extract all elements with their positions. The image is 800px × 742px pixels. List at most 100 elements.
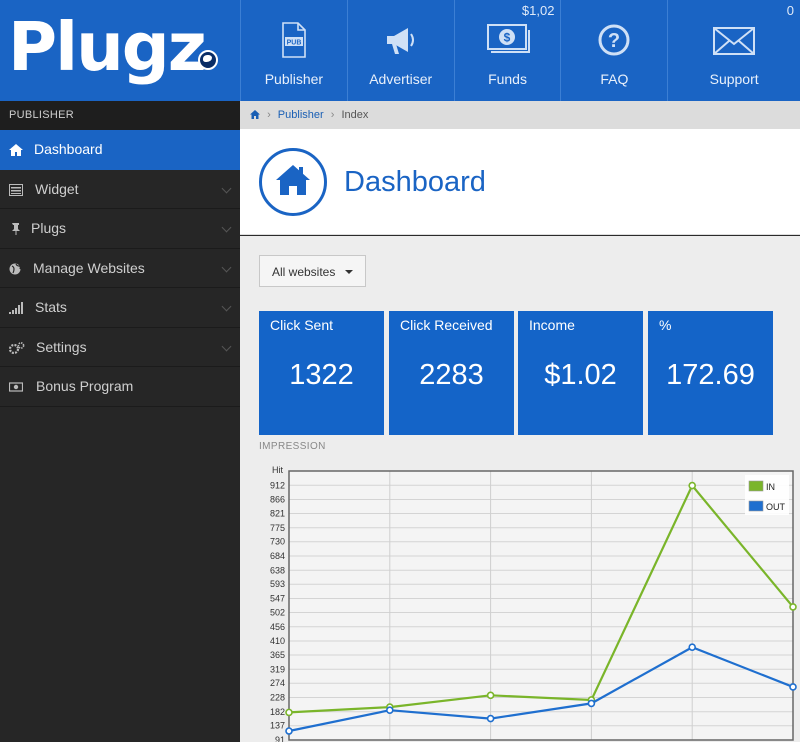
logo-globe-icon [198, 50, 218, 70]
data-point-in [789, 603, 797, 611]
megaphone-icon [383, 22, 419, 63]
y-tick-label: 821 [270, 509, 285, 519]
sidebar-item-label: Plugs [31, 220, 67, 236]
y-tick-label: 547 [270, 594, 285, 604]
home-icon [9, 143, 23, 156]
impression-chart-svg: 912 866 821 775 730 684 638 593 547 502 456 410 365 3… [270, 465, 797, 742]
nav-funds[interactable]: $1,02 $ Funds [453, 0, 561, 101]
breadcrumb-index: Index [341, 109, 369, 121]
sidebar-item-stats[interactable]: Stats [0, 288, 240, 328]
sidebar-item-settings[interactable]: Settings [0, 328, 240, 367]
stat-label: Click Received [400, 317, 493, 333]
stat-value: $1.02 [544, 359, 617, 391]
page-title: Dashboard [344, 166, 486, 198]
sidebar-heading: PUBLISHER [0, 101, 240, 130]
y-tick-label: 319 [270, 664, 285, 674]
svg-text:$: $ [503, 31, 510, 45]
website-filter-dropdown[interactable]: All websites [259, 255, 366, 287]
impression-chart: 912 866 821 775 730 684 638 593 547 502 456 410 365 3… [259, 455, 800, 742]
breadcrumb-publisher[interactable]: Publisher [277, 109, 324, 121]
chevron-right-icon: › [267, 109, 271, 121]
nav-support[interactable]: 0 Support [667, 0, 800, 101]
stat-tile-click-received: Click Received 2283 [389, 311, 514, 435]
y-tick-label: 502 [270, 607, 285, 617]
top-nav: PUB Publisher Advertiser $1,02 $ Funds ?… [240, 0, 800, 101]
chevron-right-icon: › [330, 109, 335, 121]
sidebar-item-dashboard[interactable]: Dashboard [0, 130, 240, 170]
sidebar-item-widget[interactable]: Widget [0, 170, 240, 209]
cash-icon [8, 380, 24, 392]
pub-document-icon: PUB [281, 22, 307, 63]
sidebar-item-bonus-program[interactable]: Bonus Program [0, 367, 240, 407]
y-tick-label: 137 [270, 721, 285, 731]
title-panel: Dashboard [240, 129, 800, 235]
nav-faq[interactable]: ? FAQ [560, 0, 667, 101]
series-line-in [288, 483, 794, 714]
sidebar: PUBLISHER Dashboard Widget Plugs Manage … [0, 101, 240, 742]
envelope-icon [712, 22, 756, 63]
data-point-out [486, 714, 495, 723]
dropdown-selected: All websites [272, 265, 336, 279]
nav-label: Publisher [264, 71, 324, 87]
logo[interactable]: Plugz [0, 0, 240, 101]
stat-value: 1322 [289, 359, 354, 391]
chevron-down-icon [221, 222, 232, 233]
nav-label: FAQ [600, 71, 629, 87]
stat-label: % [659, 317, 672, 333]
stat-tile-click-sent: Click Sent 1322 [259, 311, 384, 435]
home-icon[interactable] [250, 110, 260, 119]
sidebar-item-label: Widget [35, 180, 79, 197]
data-point-in [486, 691, 495, 700]
caret-down-icon [345, 270, 353, 274]
legend-label-out: OUT [766, 502, 786, 512]
impression-section-label: IMPRESSION [259, 441, 326, 452]
gears-icon [8, 341, 25, 354]
svg-text:PUB: PUB [287, 40, 302, 47]
y-tick-label: 182 [270, 707, 285, 717]
money-icon: $ [486, 22, 530, 63]
breadcrumb: › Publisher › Index [240, 101, 800, 129]
data-point-in [688, 481, 697, 490]
y-axis-label: Hit [272, 465, 283, 475]
y-tick-label: 866 [270, 495, 285, 505]
stat-tile-income: Income $1.02 [518, 311, 643, 435]
pin-icon [9, 222, 23, 235]
sidebar-item-manage-websites[interactable]: Manage Websites [0, 249, 240, 288]
y-tick-label: 684 [270, 551, 285, 561]
nav-label: Advertiser [369, 71, 433, 87]
help-circle-icon: ? [598, 22, 630, 63]
y-tick-label: 91 [275, 735, 285, 742]
y-tick-label: 410 [270, 636, 285, 646]
data-point-in [285, 708, 293, 717]
legend-swatch-out [748, 500, 764, 512]
legend-label-in: IN [766, 482, 775, 492]
y-tick-label: 638 [270, 565, 285, 575]
y-tick-label: 775 [270, 523, 285, 533]
stat-label: Click Sent [270, 317, 334, 333]
nav-advertiser[interactable]: Advertiser [346, 0, 454, 101]
data-point-out [285, 727, 293, 735]
sidebar-item-label: Settings [36, 338, 87, 355]
sidebar-item-label: Stats [35, 299, 67, 315]
chevron-down-icon [221, 262, 232, 272]
sidebar-item-label: Manage Websites [33, 259, 145, 276]
stat-label: Income [529, 317, 575, 333]
logo-text: Plugz [8, 8, 207, 86]
top-bar: Plugz PUB Publisher Advertiser $1,02 $ F… [0, 0, 800, 101]
data-point-out [386, 706, 394, 715]
stat-tile-percent: % 172.69 [648, 311, 773, 435]
y-tick-label: 228 [270, 692, 285, 702]
data-point-out [587, 699, 596, 708]
y-tick-label: 365 [270, 650, 285, 660]
y-tick-label: 456 [270, 622, 285, 632]
chevron-down-icon [221, 183, 232, 193]
svg-text:?: ? [608, 30, 620, 52]
data-point-out [789, 683, 797, 691]
data-point-out [688, 643, 697, 652]
funds-badge: $1,02 [521, 3, 555, 18]
signal-icon [9, 301, 23, 314]
stat-value: 172.69 [666, 359, 755, 391]
nav-publisher[interactable]: PUB Publisher [240, 0, 347, 101]
globe-icon [9, 262, 23, 274]
sidebar-item-plugs[interactable]: Plugs [0, 209, 240, 249]
